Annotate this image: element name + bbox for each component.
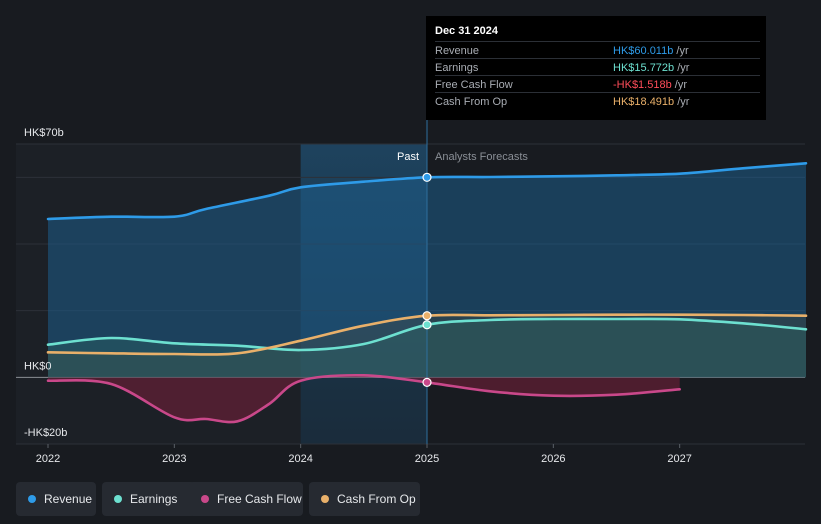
area-free-cash-flow [48, 375, 680, 423]
tooltip-label: Revenue [435, 45, 480, 57]
legend-dot-icon [201, 495, 209, 503]
x-tick-label: 2025 [415, 453, 439, 465]
legend-label: Earnings [130, 492, 178, 506]
tooltip-value: HK$15.772b [613, 62, 675, 74]
tooltip-label: Free Cash Flow [435, 79, 513, 91]
y-tick-label: HK$70b [24, 127, 64, 139]
legend-dot-icon [114, 495, 122, 503]
tooltip-value: -HK$1.518b [613, 79, 672, 91]
marker-revenue [422, 172, 432, 182]
x-tick-label: 2022 [36, 453, 60, 465]
legend-item-cash-from-op[interactable]: Cash From Op [309, 482, 420, 516]
forecast-label: Analysts Forecasts [435, 151, 528, 163]
legend-label: Cash From Op [337, 492, 416, 506]
marker-earnings [422, 320, 432, 330]
tooltip-value: HK$18.491b [613, 96, 675, 108]
legend-label: Revenue [44, 492, 93, 506]
y-tick-label: HK$0 [24, 360, 52, 372]
x-tick-label: 2026 [541, 453, 565, 465]
tooltip-row-earnings: Earnings HK$15.772b /yr [435, 58, 760, 76]
x-tick-label: 2023 [162, 453, 186, 465]
tooltip-unit: /yr [674, 79, 688, 91]
tooltip-label: Cash From Op [435, 96, 508, 108]
tooltip-unit: /yr [677, 62, 690, 74]
x-tick-label: 2027 [667, 453, 691, 465]
tooltip-value: HK$60.011b [613, 45, 674, 57]
tooltip-row-free-cash-flow: Free Cash Flow -HK$1.518b /yr [435, 75, 760, 93]
tooltip-row-revenue: Revenue HK$60.011b /yr [435, 41, 760, 59]
tooltip-label: Earnings [435, 62, 479, 74]
marker-free-cash-flow [422, 377, 432, 387]
legend-dot-icon [321, 495, 329, 503]
x-tick-label: 2024 [288, 453, 312, 465]
series-line-revenue [46, 162, 808, 221]
tooltip-date: Dec 31 2024 [435, 25, 498, 37]
tooltip-row-cash-from-op: Cash From Op HK$18.491b /yr [435, 92, 760, 110]
legend-item-revenue[interactable]: Revenue [16, 482, 96, 516]
legend-dot-icon [28, 495, 36, 503]
series-line-free-cash-flow [46, 373, 681, 424]
tooltip-unit: /yr [676, 45, 689, 57]
legend-item-earnings[interactable]: Earnings [102, 482, 196, 516]
legend-label: Free Cash Flow [217, 492, 302, 506]
past-label: Past [397, 151, 419, 163]
tooltip-unit: /yr [677, 96, 690, 108]
chart-tooltip: Dec 31 2024 Revenue HK$60.011b /yr Earni… [426, 16, 766, 120]
marker-cash-from-op [422, 311, 432, 321]
y-tick-label: -HK$20b [24, 427, 67, 439]
legend-item-free-cash-flow[interactable]: Free Cash Flow [189, 482, 303, 516]
